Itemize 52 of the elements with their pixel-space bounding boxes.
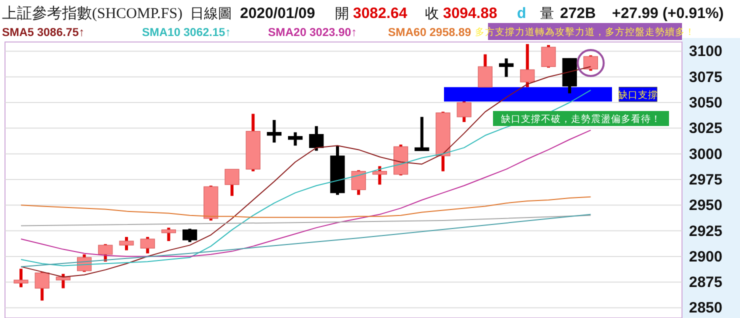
candlestick — [119, 236, 134, 250]
y-tick-label: 3000 — [689, 146, 722, 163]
text: 量 — [540, 5, 554, 21]
candlestick — [583, 55, 598, 71]
text: 272B — [560, 5, 596, 22]
y-tick-label: 3075 — [689, 68, 722, 86]
y-tick-label: 3100 — [689, 43, 722, 60]
candlestick — [161, 228, 176, 242]
y-tick-label: 2925 — [689, 222, 722, 240]
line-series — [20, 214, 592, 268]
y-tick-label: 3050 — [689, 94, 722, 112]
candlestick — [182, 228, 198, 242]
text: +27.99 (+0.91%) — [612, 5, 724, 22]
y-tick-label: 2875 — [689, 274, 722, 292]
candlestick — [351, 170, 366, 195]
text: 日線圖 — [190, 5, 232, 21]
candlestick — [224, 168, 240, 196]
candlestick — [309, 126, 324, 151]
chart-title: 上証參考指數(SHCOMP.FS) — [2, 5, 182, 22]
candlestick — [372, 166, 387, 185]
candlestick — [541, 45, 556, 68]
candlestick — [14, 268, 28, 288]
y-tick-label: 2950 — [689, 197, 722, 214]
text: 3082.64 — [353, 5, 408, 22]
candlestick — [288, 132, 303, 146]
y-tick-label: 2975 — [689, 171, 722, 188]
annotation: 缺口支撐不破，走勢震盪偏多看待！ — [501, 113, 661, 125]
candlestick — [34, 272, 50, 301]
text: SMA20 3023.90↑ — [268, 27, 357, 39]
text: 開 — [335, 5, 349, 21]
candlestick — [478, 54, 492, 88]
candlestick — [266, 120, 282, 143]
text: d — [517, 5, 526, 22]
line-series — [20, 214, 592, 226]
candlestick — [499, 58, 514, 77]
line-series — [20, 196, 592, 218]
y-tick-label: 3025 — [689, 120, 722, 138]
line-series — [20, 130, 592, 257]
candlestick — [414, 116, 430, 152]
candlestick — [456, 102, 472, 122]
y-tick-label: 2900 — [689, 248, 722, 266]
text: 3094.88 — [443, 5, 498, 22]
text: 2020/01/09 — [240, 5, 316, 22]
candlestick — [98, 244, 113, 262]
text: SMA60 2958.89 — [388, 27, 472, 39]
text: SMA10 3062.15↑ — [142, 27, 231, 39]
y-tick-label: 2850 — [689, 300, 722, 317]
text: SMA5 3086.75↑ — [2, 27, 84, 39]
candlestick — [140, 236, 155, 254]
candlestick — [520, 44, 535, 88]
text: 收 — [425, 5, 439, 21]
candlestick — [56, 274, 70, 288]
